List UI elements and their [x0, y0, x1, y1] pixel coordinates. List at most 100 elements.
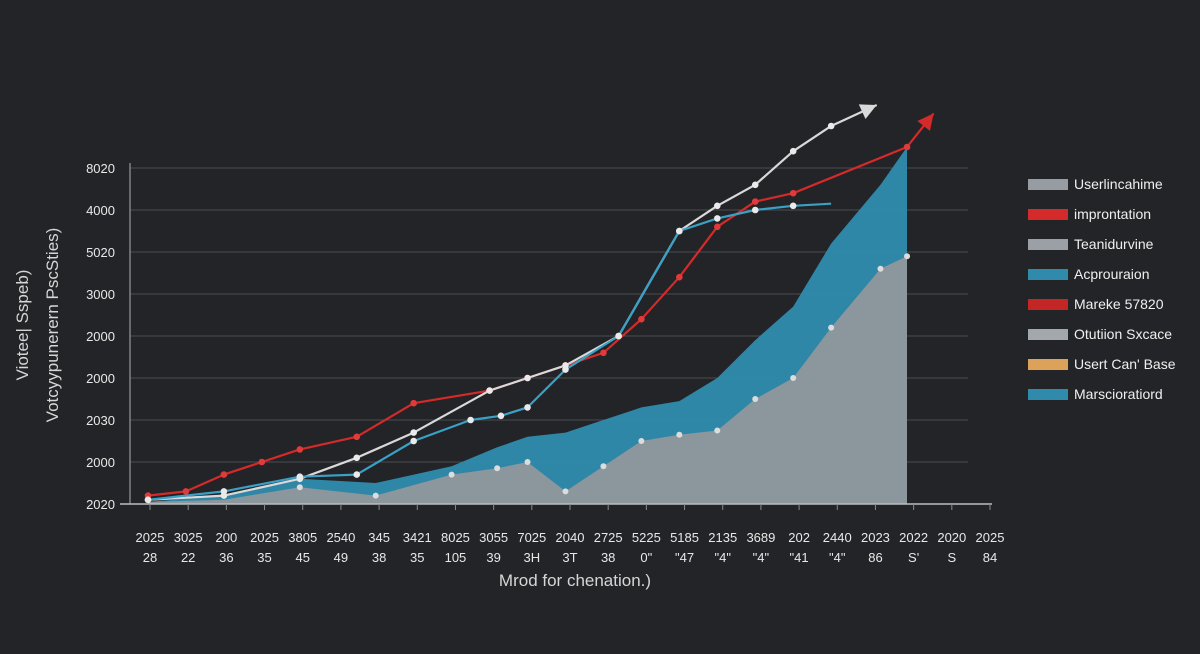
legend-item: Usert Can' Base — [1028, 350, 1198, 378]
x-tick-label: 2025 — [250, 530, 279, 545]
data-point — [600, 463, 607, 470]
x-tick-label: 2025 — [976, 530, 1005, 545]
y-tick-label: 2030 — [86, 413, 115, 428]
y-tick-labels: 2020 2000 2030 2000 2000 3000 5020 4000 8020 — [86, 161, 115, 512]
legend-label: improntation — [1074, 206, 1152, 222]
data-point — [353, 471, 361, 478]
area-userlincahime — [148, 256, 907, 504]
legend-label: Acprouraion — [1074, 266, 1150, 282]
legend-swatch — [1028, 178, 1068, 190]
x-tick-label: 3025 — [174, 530, 203, 545]
x-tick-label: 3H — [524, 550, 541, 565]
x-tick-label: 7025 — [517, 530, 546, 545]
data-point — [713, 223, 721, 231]
red-arrow-head — [917, 113, 934, 131]
x-tick-labels: 2025 28 3025 22 200 36 2025 35 3805 45 2540 49 345 38… — [136, 504, 1005, 565]
x-tick-label: 2135 — [708, 530, 737, 545]
x-tick-label: 202 — [788, 530, 810, 545]
data-point — [562, 488, 569, 495]
x-tick-label: 36 — [219, 550, 233, 565]
legend-item: Userlincahime — [1028, 170, 1198, 198]
gridlines — [130, 167, 968, 505]
data-point — [714, 427, 721, 434]
legend-label: Userlincahime — [1074, 176, 1163, 192]
x-tick-label: "4" — [753, 550, 770, 565]
legend-item: Otutiion Sxcace — [1028, 320, 1198, 348]
y-axis-title-line-1: Viotee| Sspeb) — [13, 270, 32, 381]
legend-swatch — [1028, 328, 1068, 340]
y-tick-label: 2000 — [86, 371, 115, 386]
axes — [120, 163, 992, 505]
y-axis-title: Viotee| Sspeb) Votcyypunerern PscSties) — [13, 228, 62, 423]
x-tick-label: 38 — [601, 550, 615, 565]
data-point — [220, 488, 228, 495]
x-tick-label: S — [947, 550, 956, 565]
x-tick-label: 84 — [983, 550, 997, 565]
y-tick-label: 2000 — [86, 455, 115, 470]
x-tick-label: 35 — [257, 550, 271, 565]
x-tick-label: 3T — [562, 550, 577, 565]
data-point — [258, 458, 266, 466]
data-point — [828, 324, 835, 331]
data-point — [448, 471, 455, 478]
legend-swatch — [1028, 238, 1068, 250]
x-tick-label: 2025 — [136, 530, 165, 545]
data-point — [904, 253, 911, 260]
data-point — [752, 396, 759, 402]
x-tick-label: 22 — [181, 550, 195, 565]
y-tick-label: 2000 — [86, 329, 115, 344]
data-point — [615, 332, 622, 340]
legend-swatch — [1028, 388, 1068, 400]
x-tick-label: 28 — [143, 550, 157, 565]
data-point — [296, 473, 304, 481]
legend-swatch — [1028, 208, 1068, 220]
data-point — [353, 454, 361, 462]
x-tick-label: "4" — [714, 550, 731, 565]
legend-label: Marscioratiord — [1074, 386, 1163, 402]
trend-arrows — [858, 104, 934, 131]
x-tick-label: 0" — [640, 550, 652, 565]
legend-item: Teanidurvine — [1028, 230, 1198, 258]
data-point — [600, 349, 607, 357]
x-tick-label: 2022 — [899, 530, 928, 545]
x-tick-label: "41 — [790, 550, 809, 565]
area-series — [148, 147, 907, 504]
x-tick-label: 105 — [445, 550, 467, 565]
x-tick-label: 3055 — [479, 530, 508, 545]
data-point — [372, 492, 379, 499]
x-tick-label: 2440 — [823, 530, 852, 545]
y-tick-label: 2020 — [86, 497, 115, 512]
legend-swatch — [1028, 268, 1068, 280]
x-axis-title: Mrod for chenation.) — [499, 571, 651, 590]
data-point — [676, 431, 683, 438]
legend-label: Teanidurvine — [1074, 236, 1154, 252]
legend: Userlincahime improntation Teanidurvine Acp… — [1028, 170, 1198, 410]
data-point — [789, 147, 797, 155]
data-point — [638, 315, 645, 323]
y-tick-label: 8020 — [86, 161, 115, 176]
legend-swatch — [1028, 358, 1068, 370]
legend-label: Usert Can' Base — [1074, 356, 1176, 372]
area-acprouraion — [148, 147, 907, 504]
x-tick-label: 3805 — [288, 530, 317, 545]
legend-label: Otutiion Sxcace — [1074, 326, 1173, 342]
x-tick-label: 345 — [368, 530, 390, 545]
x-tick-label: 38 — [372, 550, 386, 565]
x-tick-label: 86 — [868, 550, 882, 565]
data-point — [903, 143, 911, 151]
x-tick-label: 49 — [334, 550, 348, 565]
legend-label: Mareke 57820 — [1074, 296, 1164, 312]
data-point — [296, 484, 303, 491]
x-tick-label: "47 — [675, 550, 694, 565]
legend-item: Mareke 57820 — [1028, 290, 1198, 318]
x-tick-label: 2020 — [937, 530, 966, 545]
data-points — [144, 122, 911, 504]
x-tick-label: 8025 — [441, 530, 470, 545]
data-point — [410, 399, 417, 407]
data-point — [676, 227, 683, 235]
x-tick-label: 200 — [216, 530, 238, 545]
data-point — [789, 189, 797, 197]
data-point — [467, 416, 474, 424]
data-point — [562, 366, 569, 373]
